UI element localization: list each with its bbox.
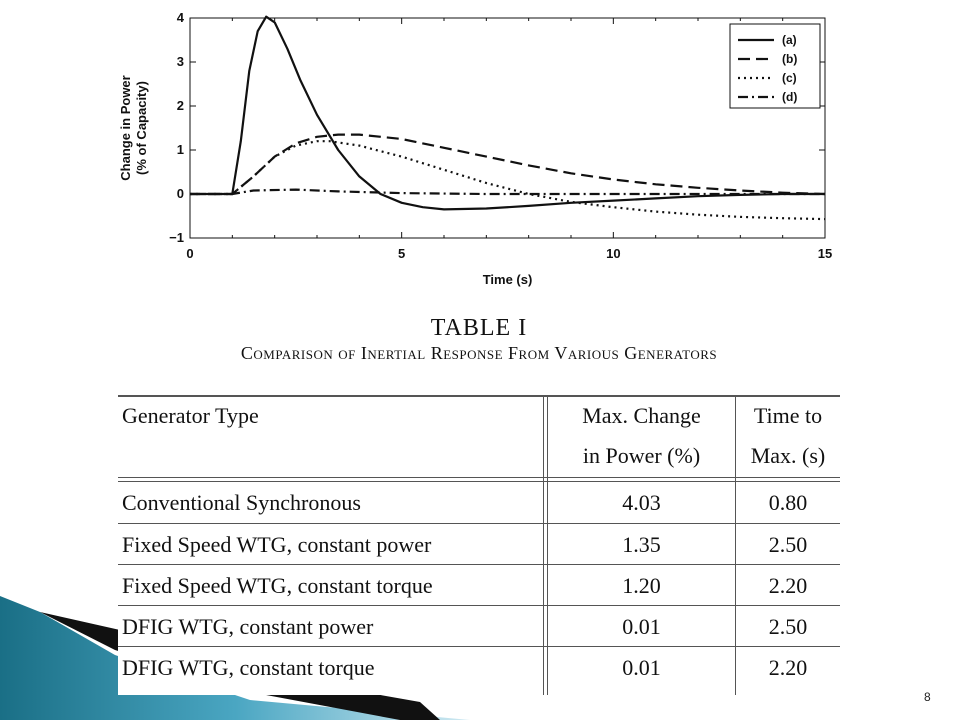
table-rule-header-1 [118, 477, 840, 478]
series-line-1 [190, 15, 825, 211]
table-rule-row-1 [118, 523, 840, 524]
row-3-time-to-max: 2.20 [768, 573, 808, 598]
table-vrule-1b [547, 395, 548, 695]
row-4-time-to-max: 2.50 [768, 614, 808, 639]
y-tick-label: 0 [177, 186, 184, 201]
x-tick-label: 5 [398, 246, 405, 261]
row-2-max-change: 1.35 [622, 532, 661, 557]
row-5-max-change: 0.01 [622, 655, 661, 680]
row-5-type: DFIG WTG, constant torque [122, 655, 375, 680]
y-tick-label: 1 [177, 142, 184, 157]
y-tick-label: 2 [177, 98, 184, 113]
table-caption: Comparison of Inertial Response From Var… [240, 343, 718, 363]
row-4-type: DFIG WTG, constant power [122, 614, 374, 639]
legend-label-1: (a) [782, 33, 797, 47]
y-axis-label: Change in Power [118, 75, 133, 180]
table-rule-top [118, 395, 840, 397]
header-max-change-1: Max. Change [582, 403, 701, 428]
x-tick-label: 10 [606, 246, 620, 261]
table-rule-header-2 [118, 481, 840, 482]
x-tick-label: 0 [186, 246, 193, 261]
row-4-max-change: 0.01 [622, 614, 661, 639]
series-line-4 [190, 188, 825, 196]
comparison-table: TABLE I Comparison of Inertial Response … [118, 315, 840, 695]
slide-page-number: 8 [924, 690, 931, 704]
plot-frame [189, 17, 826, 239]
y-tick-label: −1 [169, 230, 184, 245]
header-time-to-max-1: Time to [753, 403, 823, 428]
row-1-time-to-max: 0.80 [768, 490, 808, 515]
row-3-type: Fixed Speed WTG, constant torque [122, 573, 433, 598]
header-generator-type: Generator Type [122, 403, 259, 428]
y-tick-label: 3 [177, 54, 184, 69]
y-tick-label: 4 [177, 12, 185, 25]
table-rule-row-3 [118, 605, 840, 606]
header-time-to-max-2: Max. (s) [750, 443, 826, 468]
header-max-change-2: in Power (%) [582, 443, 701, 468]
row-1-max-change: 4.03 [622, 490, 661, 515]
legend-label-3: (c) [782, 71, 797, 85]
legend-box [729, 23, 821, 109]
table-title: TABLE I [430, 315, 528, 341]
series-line-2 [190, 133, 826, 196]
table-rule-row-4 [118, 646, 840, 647]
table-rule-row-2 [118, 564, 840, 565]
table-vrule-2 [735, 395, 736, 695]
row-3-max-change: 1.20 [622, 573, 661, 598]
row-5-time-to-max: 2.20 [768, 655, 808, 680]
legend-label-4: (d) [782, 90, 797, 104]
row-2-time-to-max: 2.50 [768, 532, 808, 557]
y-axis-label: (% of Capacity) [134, 81, 149, 175]
table-vrule-1a [543, 395, 544, 695]
row-1-type: Conventional Synchronous [122, 490, 361, 515]
decor-blue-swoosh [0, 596, 470, 720]
x-axis-label: Time (s) [483, 272, 533, 287]
legend-label-2: (b) [782, 52, 797, 66]
x-tick-label: 15 [818, 246, 832, 261]
row-2-type: Fixed Speed WTG, constant power [122, 532, 432, 557]
